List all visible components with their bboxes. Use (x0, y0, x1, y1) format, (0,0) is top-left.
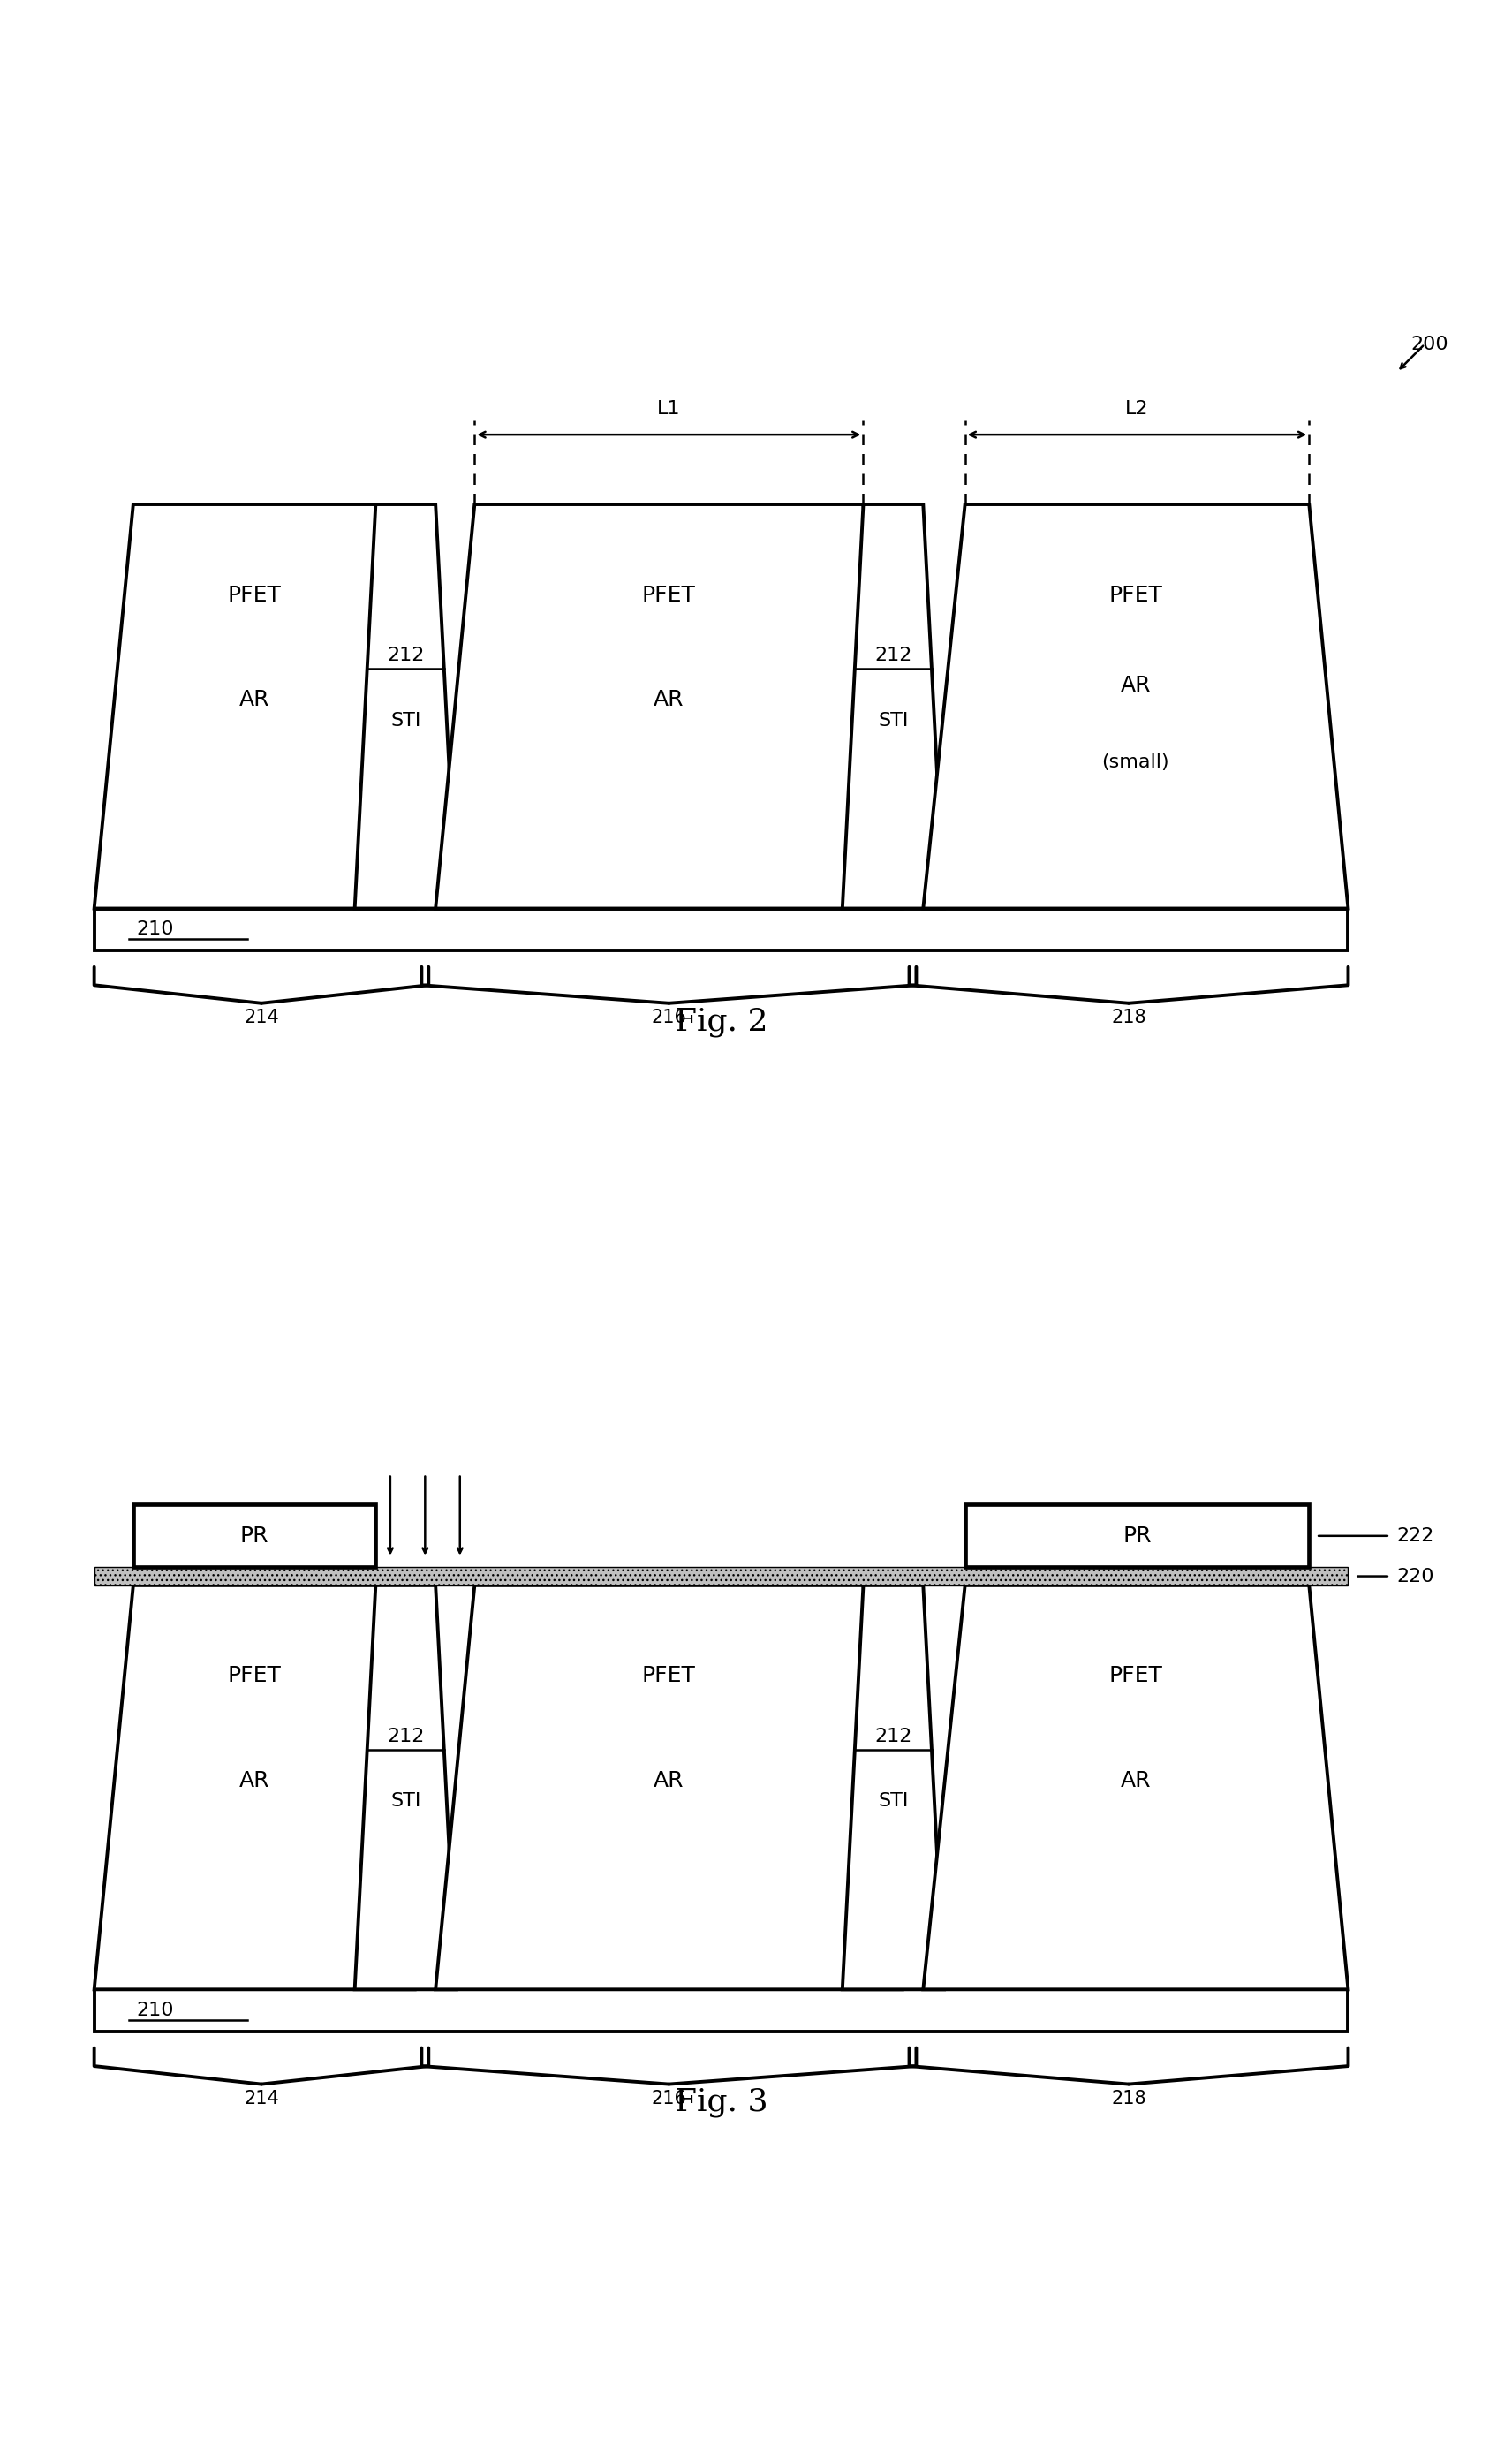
Text: 210: 210 (136, 2001, 174, 2018)
Text: 220: 220 (1397, 1567, 1435, 1584)
Text: STI: STI (390, 1792, 420, 1810)
Text: STI: STI (878, 711, 909, 728)
Polygon shape (94, 1586, 414, 1989)
Text: 222: 222 (1397, 1528, 1435, 1545)
Text: 212: 212 (387, 647, 425, 664)
Text: AR: AR (653, 1770, 683, 1790)
Text: 214: 214 (243, 1008, 278, 1027)
Polygon shape (435, 505, 903, 910)
Text: PR: PR (1123, 1525, 1152, 1547)
Text: 212: 212 (874, 647, 912, 664)
Polygon shape (355, 505, 457, 910)
Text: STI: STI (878, 1792, 909, 1810)
Text: 212: 212 (387, 1729, 425, 1746)
Text: AR: AR (239, 689, 269, 711)
Text: PFET: PFET (643, 584, 696, 606)
Bar (965, 1506, 1309, 1567)
Polygon shape (842, 505, 943, 910)
Text: 200: 200 (1411, 336, 1448, 353)
Polygon shape (355, 1586, 457, 1989)
Text: Fig. 2: Fig. 2 (674, 1008, 768, 1037)
Text: 216: 216 (652, 2089, 686, 2106)
Text: PFET: PFET (1108, 1665, 1163, 1687)
Text: 218: 218 (1111, 1008, 1146, 1027)
Text: 214: 214 (243, 2089, 278, 2106)
Text: STI: STI (390, 711, 420, 728)
Text: PFET: PFET (227, 1665, 281, 1687)
Text: 212: 212 (874, 1729, 912, 1746)
Text: L2: L2 (1125, 400, 1149, 417)
Bar (133, 1506, 375, 1567)
Text: PR: PR (240, 1525, 269, 1547)
Polygon shape (94, 1567, 1349, 1586)
Text: AR: AR (653, 689, 683, 711)
Polygon shape (94, 1989, 1349, 2030)
Text: AR: AR (1120, 1770, 1151, 1790)
Text: L1: L1 (658, 400, 680, 417)
Text: 210: 210 (136, 920, 174, 939)
Text: (small): (small) (1102, 753, 1169, 770)
Text: Fig. 3: Fig. 3 (674, 2087, 768, 2119)
Polygon shape (842, 1586, 943, 1989)
Text: AR: AR (239, 1770, 269, 1790)
Polygon shape (94, 910, 1349, 951)
Text: 218: 218 (1111, 2089, 1146, 2106)
Text: PFET: PFET (1108, 584, 1163, 606)
Text: AR: AR (1120, 674, 1151, 696)
Text: 216: 216 (652, 1008, 686, 1027)
Text: PFET: PFET (643, 1665, 696, 1687)
Polygon shape (94, 505, 414, 910)
Text: PFET: PFET (227, 584, 281, 606)
Polygon shape (924, 1586, 1349, 1989)
Polygon shape (924, 505, 1349, 910)
Polygon shape (435, 1586, 903, 1989)
